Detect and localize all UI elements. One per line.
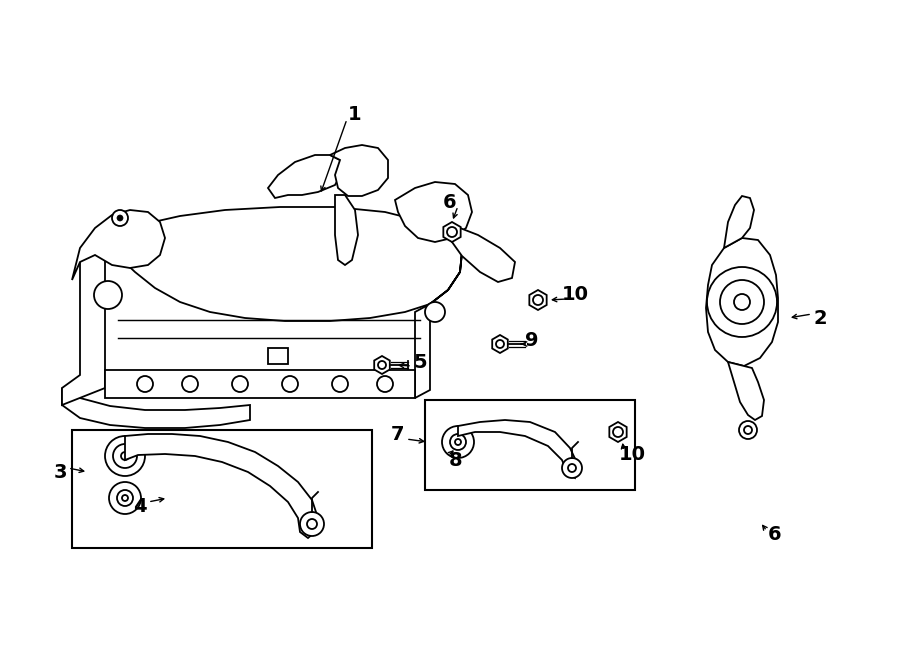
Circle shape bbox=[613, 427, 623, 437]
Bar bbox=[72, 430, 372, 548]
Circle shape bbox=[378, 361, 386, 369]
Circle shape bbox=[105, 436, 145, 476]
Polygon shape bbox=[415, 235, 462, 398]
Polygon shape bbox=[724, 196, 754, 248]
Polygon shape bbox=[529, 290, 546, 310]
Circle shape bbox=[117, 215, 123, 221]
Circle shape bbox=[442, 426, 474, 458]
Polygon shape bbox=[62, 388, 250, 428]
Bar bbox=[268, 348, 288, 364]
Polygon shape bbox=[268, 155, 342, 198]
Polygon shape bbox=[728, 362, 764, 420]
Circle shape bbox=[744, 426, 752, 434]
Circle shape bbox=[113, 444, 137, 468]
Polygon shape bbox=[444, 222, 461, 242]
Polygon shape bbox=[374, 356, 390, 374]
Polygon shape bbox=[492, 335, 508, 353]
Text: 10: 10 bbox=[562, 286, 589, 305]
Circle shape bbox=[232, 376, 248, 392]
Polygon shape bbox=[62, 240, 105, 405]
Circle shape bbox=[282, 376, 298, 392]
Text: 7: 7 bbox=[392, 426, 405, 444]
Text: 5: 5 bbox=[413, 352, 427, 371]
Circle shape bbox=[112, 210, 128, 226]
Text: 4: 4 bbox=[133, 496, 147, 516]
Circle shape bbox=[720, 280, 764, 324]
Polygon shape bbox=[105, 370, 415, 398]
Polygon shape bbox=[330, 145, 388, 196]
Circle shape bbox=[117, 490, 133, 506]
Text: 6: 6 bbox=[443, 192, 457, 212]
Polygon shape bbox=[609, 422, 626, 442]
Circle shape bbox=[447, 227, 457, 237]
Circle shape bbox=[182, 376, 198, 392]
Circle shape bbox=[734, 294, 750, 310]
Circle shape bbox=[137, 376, 153, 392]
Polygon shape bbox=[706, 238, 778, 366]
Text: 10: 10 bbox=[618, 446, 645, 465]
Text: 6: 6 bbox=[769, 525, 782, 545]
Polygon shape bbox=[335, 195, 358, 265]
Circle shape bbox=[425, 302, 445, 322]
Polygon shape bbox=[452, 228, 515, 282]
Circle shape bbox=[377, 376, 393, 392]
Circle shape bbox=[450, 434, 466, 450]
Polygon shape bbox=[125, 434, 318, 538]
Circle shape bbox=[121, 452, 129, 460]
Circle shape bbox=[109, 482, 141, 514]
Circle shape bbox=[455, 439, 461, 445]
Text: 3: 3 bbox=[53, 463, 67, 481]
Text: 9: 9 bbox=[526, 330, 539, 350]
Text: 1: 1 bbox=[348, 106, 362, 124]
Circle shape bbox=[300, 512, 324, 536]
Circle shape bbox=[739, 421, 757, 439]
Text: 2: 2 bbox=[814, 309, 827, 327]
Circle shape bbox=[568, 464, 576, 472]
Circle shape bbox=[562, 458, 582, 478]
Polygon shape bbox=[458, 420, 578, 478]
Text: 8: 8 bbox=[449, 451, 463, 469]
Circle shape bbox=[496, 340, 504, 348]
Polygon shape bbox=[72, 210, 165, 280]
Circle shape bbox=[707, 267, 777, 337]
Polygon shape bbox=[105, 207, 462, 321]
Polygon shape bbox=[395, 182, 472, 242]
Bar bbox=[425, 400, 635, 490]
Circle shape bbox=[94, 281, 122, 309]
Circle shape bbox=[307, 519, 317, 529]
Circle shape bbox=[533, 295, 543, 305]
Circle shape bbox=[332, 376, 348, 392]
Circle shape bbox=[122, 495, 128, 501]
